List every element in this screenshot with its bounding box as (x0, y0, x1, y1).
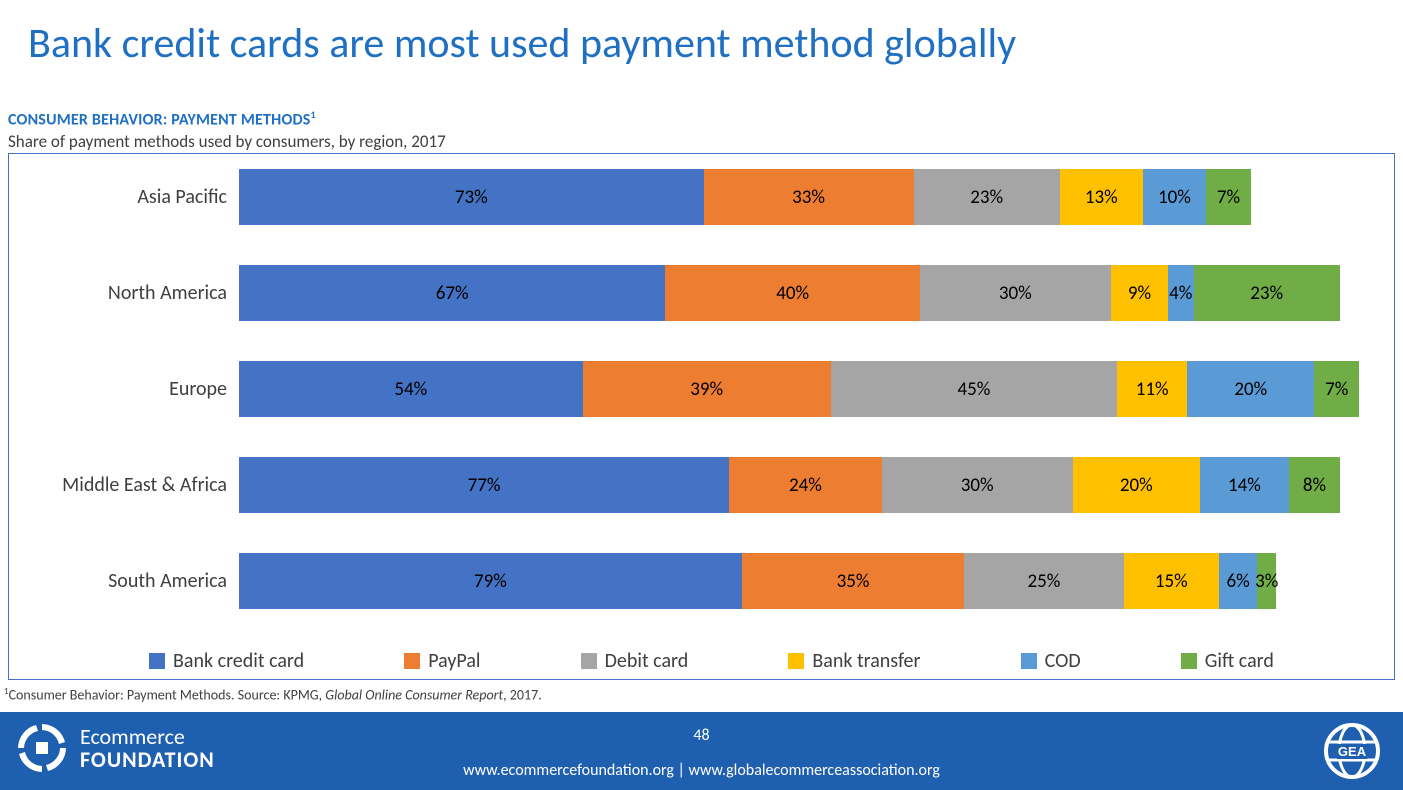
bar-segment: 14% (1200, 457, 1289, 513)
footnote: 1Consumer Behavior: Payment Methods. Sou… (4, 686, 542, 704)
bar-segment: 7% (1206, 169, 1251, 225)
bar-segment: 30% (882, 457, 1073, 513)
footnote-source-a: Consumer Behavior: Payment Methods. Sour… (9, 687, 326, 704)
chart-row: Europe54%39%45%11%20%7% (9, 356, 1394, 422)
subtitle-block: CONSUMER BEHAVIOR: PAYMENT METHODS1 Shar… (8, 108, 446, 152)
legend-swatch (581, 653, 597, 669)
footnote-source-italic: Global Online Consumer Report (325, 687, 503, 704)
chart-row: South America79%35%25%15%6%3% (9, 548, 1394, 614)
bar-segment: 15% (1124, 553, 1219, 609)
bar-segment: 77% (239, 457, 729, 513)
bar-segment: 20% (1187, 361, 1314, 417)
slide: Bank credit cards are most used payment … (0, 0, 1403, 790)
legend-item: COD (1021, 649, 1081, 673)
bar: 54%39%45%11%20%7% (239, 361, 1394, 417)
bar-segment: 79% (239, 553, 742, 609)
legend-label: Debit card (605, 649, 689, 673)
bar-segment: 23% (1194, 265, 1340, 321)
chart-legend: Bank credit card PayPal Debit card Bank tra… (9, 649, 1394, 673)
bar-segment: 40% (665, 265, 920, 321)
bar: 79%35%25%15%6%3% (239, 553, 1394, 609)
legend-label: Bank credit card (173, 649, 304, 673)
bar: 67%40%30%9%4%23% (239, 265, 1394, 321)
legend-item: Debit card (581, 649, 689, 673)
chart-rows: Asia Pacific73%33%23%13%10%7%North Ameri… (9, 164, 1394, 614)
page-number: 48 (0, 726, 1403, 745)
bar-segment: 35% (742, 553, 965, 609)
gea-logo-text: GEA (1338, 744, 1367, 759)
legend-label: Gift card (1205, 649, 1274, 673)
subtitle-secondary: Share of payment methods used by consume… (8, 131, 446, 152)
legend-swatch (1021, 653, 1037, 669)
bar-segment: 10% (1143, 169, 1207, 225)
category-label: South America (9, 569, 239, 593)
chart-container: Asia Pacific73%33%23%13%10%7%North Ameri… (8, 153, 1395, 680)
slide-title: Bank credit cards are most used payment … (28, 18, 1016, 69)
legend-item: Bank credit card (149, 649, 304, 673)
bar-segment: 8% (1289, 457, 1340, 513)
chart-row: North America67%40%30%9%4%23% (9, 260, 1394, 326)
legend-item: Gift card (1181, 649, 1274, 673)
bar-segment: 67% (239, 265, 665, 321)
bar-segment: 45% (831, 361, 1117, 417)
bar-segment: 39% (583, 361, 831, 417)
bar-segment: 30% (920, 265, 1111, 321)
bar-segment: 13% (1060, 169, 1143, 225)
bar-segment: 4% (1168, 265, 1193, 321)
legend-swatch (1181, 653, 1197, 669)
category-label: North America (9, 281, 239, 305)
bar-segment: 7% (1314, 361, 1359, 417)
legend-label: Bank transfer (812, 649, 920, 673)
bar-segment: 9% (1111, 265, 1168, 321)
footer-links: www.ecommercefoundation.org | www.global… (0, 761, 1403, 780)
legend-label: COD (1045, 649, 1081, 673)
legend-item: PayPal (404, 649, 480, 673)
legend-label: PayPal (428, 649, 480, 673)
bar-segment: 24% (729, 457, 882, 513)
category-label: Europe (9, 377, 239, 401)
bar-segment: 3% (1257, 553, 1276, 609)
category-label: Middle East & Africa (9, 473, 239, 497)
category-label: Asia Pacific (9, 185, 239, 209)
footer: Ecommerce FOUNDATION 48 www.ecommercefou… (0, 712, 1403, 790)
bar: 77%24%30%20%14%8% (239, 457, 1394, 513)
footnote-source-b: , 2017. (503, 687, 542, 704)
legend-item: Bank transfer (788, 649, 920, 673)
subtitle-primary-text: CONSUMER BEHAVIOR: PAYMENT METHODS (8, 110, 311, 129)
legend-swatch (149, 653, 165, 669)
subtitle-primary-super: 1 (311, 108, 316, 121)
bar-segment: 54% (239, 361, 583, 417)
chart-row: Middle East & Africa77%24%30%20%14%8% (9, 452, 1394, 518)
bar-segment: 73% (239, 169, 704, 225)
subtitle-primary: CONSUMER BEHAVIOR: PAYMENT METHODS1 (8, 108, 446, 129)
legend-swatch (788, 653, 804, 669)
bar-segment: 6% (1219, 553, 1257, 609)
chart-row: Asia Pacific73%33%23%13%10%7% (9, 164, 1394, 230)
legend-swatch (404, 653, 420, 669)
bar: 73%33%23%13%10%7% (239, 169, 1394, 225)
bar-segment: 20% (1073, 457, 1200, 513)
bar-segment: 25% (964, 553, 1123, 609)
brand-right: GEA (1323, 722, 1381, 780)
bar-segment: 33% (704, 169, 914, 225)
bar-segment: 11% (1117, 361, 1187, 417)
bar-segment: 23% (914, 169, 1060, 225)
